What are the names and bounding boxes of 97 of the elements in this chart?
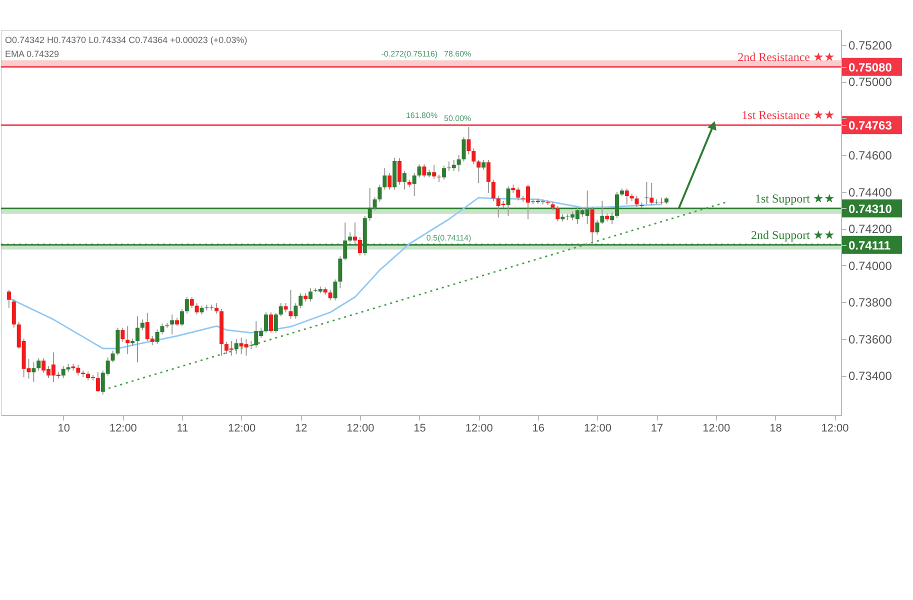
candlestick xyxy=(486,159,490,194)
candlestick xyxy=(126,326,130,355)
candlestick xyxy=(382,168,387,190)
candlestick xyxy=(140,318,144,330)
candlestick xyxy=(268,312,273,334)
y-tick-label: 0.74111 xyxy=(848,238,891,252)
x-tick-label: 10 xyxy=(58,422,70,434)
candlestick xyxy=(214,302,219,314)
ref-line-label: 2nd Support ★★ xyxy=(750,228,835,242)
x-tick-label: 18 xyxy=(770,422,782,434)
x-tick-label: 12 xyxy=(295,422,308,434)
candlestick xyxy=(160,323,164,335)
x-tick-label: 17 xyxy=(650,422,664,434)
x-tick-label: 16 xyxy=(532,422,545,434)
candlestick xyxy=(388,172,392,190)
candlestick xyxy=(462,136,466,162)
candlestick xyxy=(378,184,382,202)
candlestick xyxy=(96,372,100,392)
x-tick-label: 12:00 xyxy=(346,422,374,434)
candlestick xyxy=(76,364,80,376)
candlestick xyxy=(412,172,416,197)
candlestick xyxy=(116,327,120,356)
candlestick xyxy=(288,289,293,320)
candlestick xyxy=(278,302,283,317)
candlestick xyxy=(110,350,115,363)
y-tick-label: 0.74400 xyxy=(848,185,892,200)
candlestick xyxy=(397,158,402,186)
annotation: 0.5(0.74114) xyxy=(426,233,472,242)
annotation: 161.80% xyxy=(406,111,438,120)
candlestick xyxy=(482,159,486,170)
candlestick xyxy=(624,188,629,205)
candlestick xyxy=(634,196,639,208)
candlestick xyxy=(284,302,288,313)
candlestick xyxy=(491,179,496,202)
candlestick xyxy=(12,298,16,328)
annotation: -0.272(0.75116) xyxy=(381,49,438,58)
candlestick xyxy=(190,296,194,308)
annotation: 78.60% xyxy=(444,49,472,58)
candlestick xyxy=(135,316,140,363)
candlestick xyxy=(432,164,436,180)
y-tick-label: 0.74200 xyxy=(848,222,892,236)
candlestick xyxy=(298,292,303,308)
x-tick-label: 12:00 xyxy=(584,422,612,434)
x-tick-label: 12:00 xyxy=(109,422,137,434)
candlestick xyxy=(184,296,189,314)
candlestick xyxy=(348,232,352,243)
candlestick xyxy=(442,165,446,180)
y-tick-label: 0.73600 xyxy=(848,332,892,346)
candlestick xyxy=(472,148,476,165)
x-tick-label: 12:00 xyxy=(821,422,849,434)
candlestick xyxy=(194,302,199,316)
candlestick xyxy=(422,164,426,178)
candlestick xyxy=(120,327,125,342)
x-tick-label: 11 xyxy=(176,422,188,434)
candlestick xyxy=(466,126,471,155)
y-tick-label: 0.73800 xyxy=(848,296,892,310)
candlestick xyxy=(180,308,184,327)
candlestick xyxy=(456,154,461,172)
candlestick xyxy=(170,314,174,335)
candlestick xyxy=(155,328,160,345)
y-tick-label: 0.74763 xyxy=(848,118,892,133)
candlestick xyxy=(6,289,11,308)
candlestick xyxy=(294,302,298,320)
candlestick xyxy=(476,159,481,184)
y-tick-label: 0.74600 xyxy=(848,148,892,163)
candlestick xyxy=(234,338,238,355)
candlestick xyxy=(308,288,313,302)
candlestick xyxy=(333,278,338,301)
ref-line-label: 1st Resistance ★★ xyxy=(742,108,835,122)
candlestick xyxy=(264,312,268,334)
y-tick-label: 0.74310 xyxy=(848,202,892,216)
x-tick-label: 12:00 xyxy=(228,422,256,434)
candlestick xyxy=(590,206,594,244)
y-tick-label: 0.75000 xyxy=(848,75,892,90)
candlestick xyxy=(595,220,600,236)
ref-line-label: 1st Support ★★ xyxy=(754,191,835,206)
annotation: EMA 0.74329 xyxy=(5,49,60,59)
candlestick xyxy=(36,358,41,372)
y-tick-label: 0.75080 xyxy=(848,60,892,74)
candlestick xyxy=(650,182,654,206)
candlestick xyxy=(32,362,36,382)
candlestick xyxy=(610,212,614,225)
x-tick-label: 15 xyxy=(414,422,426,434)
candlestick xyxy=(417,164,422,178)
candlestick xyxy=(328,289,332,301)
y-tick-label: 0.75200 xyxy=(848,38,892,52)
candlestick xyxy=(338,256,342,289)
y-tick-label: 0.73400 xyxy=(848,369,892,384)
candlestick xyxy=(274,312,278,334)
candlestick xyxy=(402,170,406,190)
annotation: O0.74342 H0.74370 L0.74334 C0.74364 +0.00023 (+0.03%) xyxy=(5,35,248,45)
x-tick-label: 12:00 xyxy=(465,422,493,434)
annotation: 50.00% xyxy=(444,114,472,124)
ref-line-label: 2nd Resistance ★★ xyxy=(738,50,835,64)
x-tick-label: 12:00 xyxy=(702,422,730,434)
y-tick-label: 0.74000 xyxy=(848,258,892,273)
candlestick xyxy=(556,205,560,222)
